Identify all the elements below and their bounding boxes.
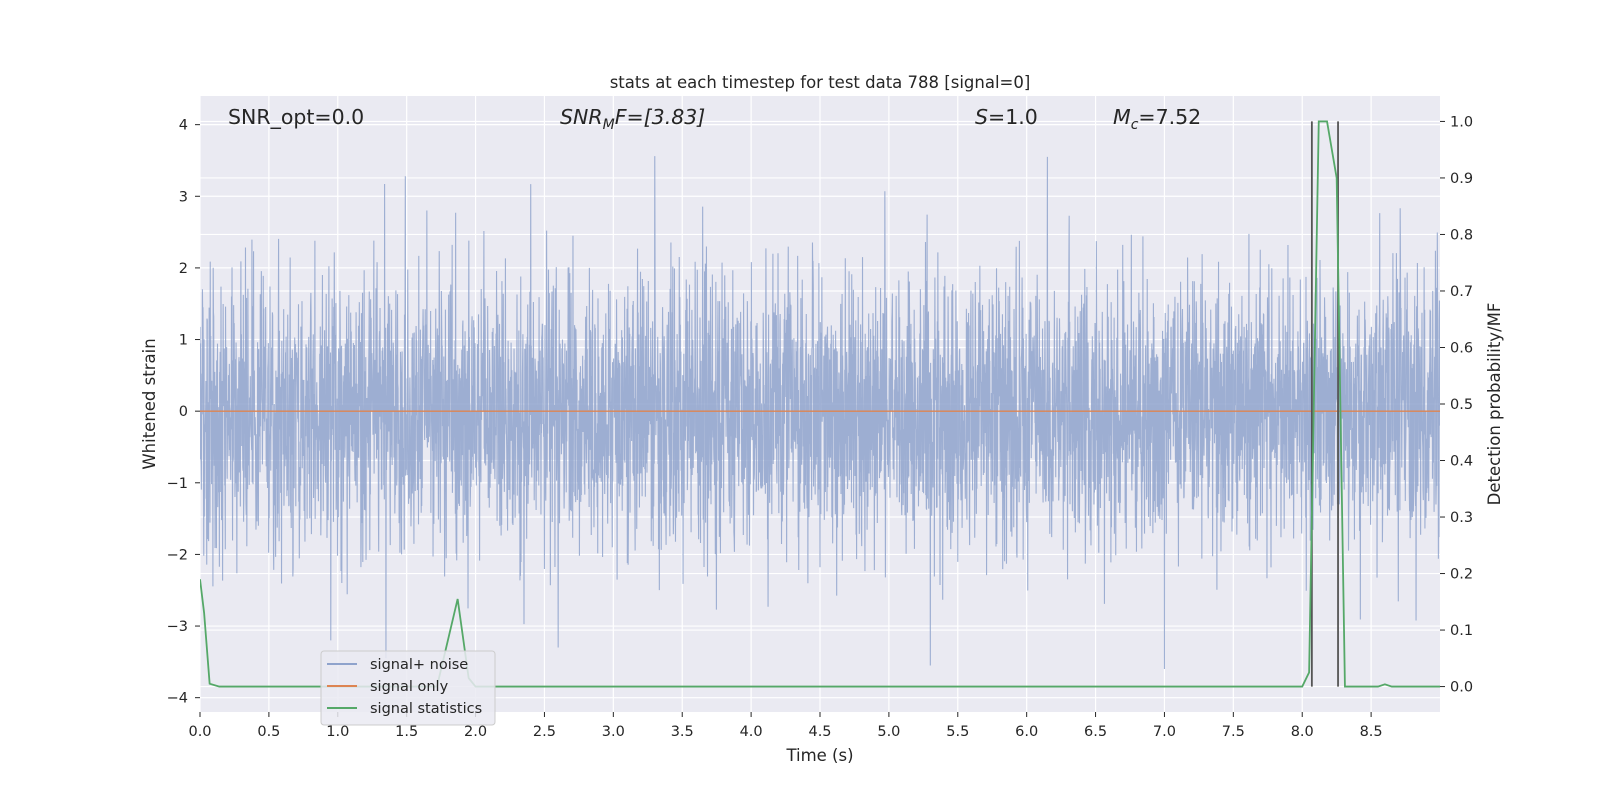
annotation-snr-opt: SNR_opt=0.0	[228, 105, 364, 130]
annotation-s: S=1.0	[975, 105, 1038, 129]
x-tick-label: 3.5	[671, 724, 694, 740]
y2-axis-label: Detection probability/MF	[1485, 303, 1504, 506]
y2-tick-label: 0.6	[1450, 340, 1473, 356]
legend-label-signal-statistics: signal statistics	[370, 701, 482, 717]
y-axis-label: Whitened strain	[140, 338, 159, 469]
y2-tick-label: 0.3	[1450, 510, 1473, 526]
legend-label-signal-noise: signal+ noise	[370, 657, 468, 673]
y-tick-label: −3	[167, 619, 188, 635]
x-tick-label: 8.0	[1291, 724, 1314, 740]
x-tick-label: 2.5	[533, 724, 556, 740]
y2-tick-label: 0.4	[1450, 454, 1473, 470]
x-tick-label: 8.5	[1360, 724, 1383, 740]
series-signal-statistics	[200, 120, 1440, 688]
y2-tick-label: 1.0	[1450, 114, 1473, 130]
snr-mf-value: F=[3.83]	[615, 105, 706, 129]
y-tick-label: −1	[167, 476, 188, 492]
x-tick-label: 5.0	[877, 724, 900, 740]
y2-tick-label: 0.7	[1450, 284, 1473, 300]
x-ticks: 0.0 0.5 1.0 1.5 2.0 2.5 3.0 3.5 4.0 4.5 5.0 5.5 6.0 6…	[188, 712, 1383, 740]
legend-label-signal-only: signal only	[370, 679, 449, 695]
x-tick-label: 1.5	[395, 724, 418, 740]
y-tick-label: 0	[179, 404, 188, 420]
legend-box	[320, 650, 496, 726]
y2-tick-label: 0.9	[1450, 171, 1473, 187]
x-tick-label: 7.5	[1222, 724, 1245, 740]
s-symbol: S	[975, 105, 988, 129]
x-axis-label: Time (s)	[785, 746, 853, 765]
y2-tick-label: 0.0	[1450, 680, 1473, 696]
y-tick-label: −4	[167, 691, 188, 707]
x-tick-label: 6.0	[1015, 724, 1038, 740]
x-tick-label: 7.0	[1153, 724, 1176, 740]
chart-title: stats at each timestep for test data 788…	[610, 73, 1031, 92]
y2-ticks: 1.0 0.9 0.8 0.7 0.6 0.5 0.4 0.3 0.2 0.1 0.0	[1440, 114, 1473, 696]
x-tick-label: 1.0	[326, 724, 349, 740]
y-tick-label: 3	[179, 189, 188, 205]
mc-value: =7.52	[1138, 105, 1201, 129]
x-tick-label: 0.0	[188, 724, 211, 740]
snr-mf-subscript: M	[603, 117, 615, 133]
plot-area	[200, 120, 1440, 688]
legend: signal+ noise signal only signal statist…	[320, 650, 496, 726]
y-tick-label: 1	[179, 333, 188, 349]
y-tick-label: −2	[167, 547, 188, 563]
s-value: =1.0	[988, 105, 1038, 129]
y2-tick-label: 0.1	[1450, 623, 1473, 639]
y2-tick-label: 0.2	[1450, 567, 1473, 583]
x-tick-label: 6.5	[1084, 724, 1107, 740]
x-tick-label: 3.0	[602, 724, 625, 740]
snr-mf-symbol: SNR	[560, 105, 603, 129]
mc-subscript: c	[1131, 117, 1139, 133]
x-tick-label: 2.0	[464, 724, 487, 740]
x-tick-label: 4.5	[808, 724, 831, 740]
annotation-snr-mf: SNRMF=[3.83]	[560, 105, 705, 133]
y2-tick-label: 0.8	[1450, 227, 1473, 243]
y-tick-label: 2	[179, 261, 188, 277]
series-signal-noise	[200, 156, 1440, 670]
annotation-mc: Mc=7.52	[1113, 105, 1201, 133]
y2-tick-label: 0.5	[1450, 397, 1473, 413]
x-tick-label: 0.5	[257, 724, 280, 740]
mc-symbol: M	[1113, 105, 1131, 129]
y-tick-label: 4	[179, 118, 188, 134]
x-tick-label: 5.5	[946, 724, 969, 740]
x-tick-label: 4.0	[740, 724, 763, 740]
y-ticks: 4 3 2 1 0 −1 −2 −3 −4	[167, 118, 200, 707]
